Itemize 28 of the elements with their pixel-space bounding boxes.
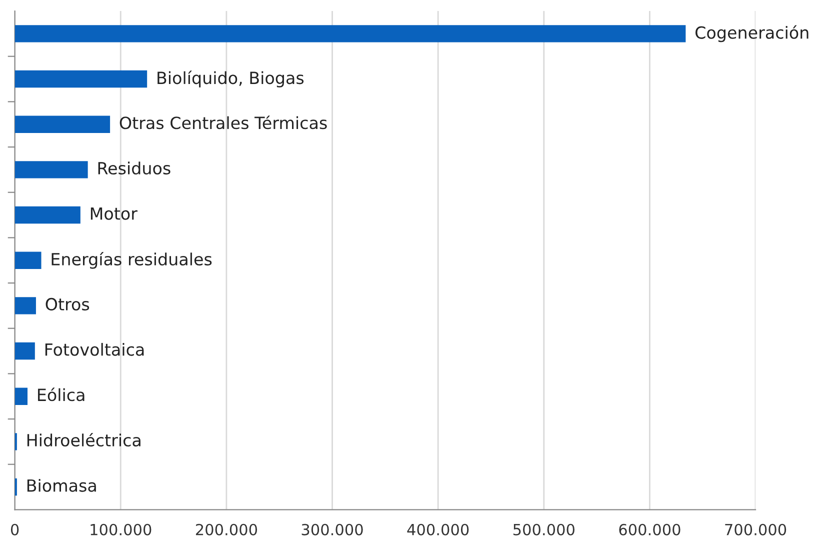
- y-tick-label: Biolíquido, Biogas: [158, 70, 304, 88]
- bar: [14, 206, 80, 224]
- bar: [14, 25, 686, 42]
- x-tick-label: 600.000: [619, 524, 680, 536]
- y-tick-label: Hidroeléctrica: [27, 432, 140, 447]
- x-tick-label: 0: [10, 524, 19, 536]
- y-tick-label: Biomasa: [27, 478, 96, 492]
- x-tick-label: 100.000: [90, 524, 152, 536]
- bar: [14, 161, 88, 178]
- x-tick-label: 700.000: [725, 524, 786, 536]
- y-tick-label: Cogeneración: [696, 25, 808, 42]
- y-tick-label: Energías residuales: [52, 252, 212, 269]
- x-tick-label: 500.000: [513, 524, 574, 536]
- bar: [14, 116, 110, 133]
- bar: [14, 388, 28, 405]
- x-tick-label: 400.000: [407, 524, 469, 536]
- bar: [14, 297, 36, 314]
- bar: [14, 70, 148, 88]
- y-tick-label: Fotovoltaica: [45, 342, 144, 356]
- y-tick-label: Eólica: [38, 388, 84, 402]
- y-tick-label: Motor: [90, 207, 138, 220]
- y-tick-label: Otras Centrales Térmicas: [120, 116, 327, 130]
- y-tick-label: Otros: [46, 298, 90, 311]
- y-tick-label: Residuos: [98, 162, 170, 175]
- x-tick-label: 300.000: [302, 524, 363, 536]
- bar: [14, 342, 35, 360]
- x-tick-label: 200.000: [196, 524, 258, 536]
- bar: [14, 252, 42, 269]
